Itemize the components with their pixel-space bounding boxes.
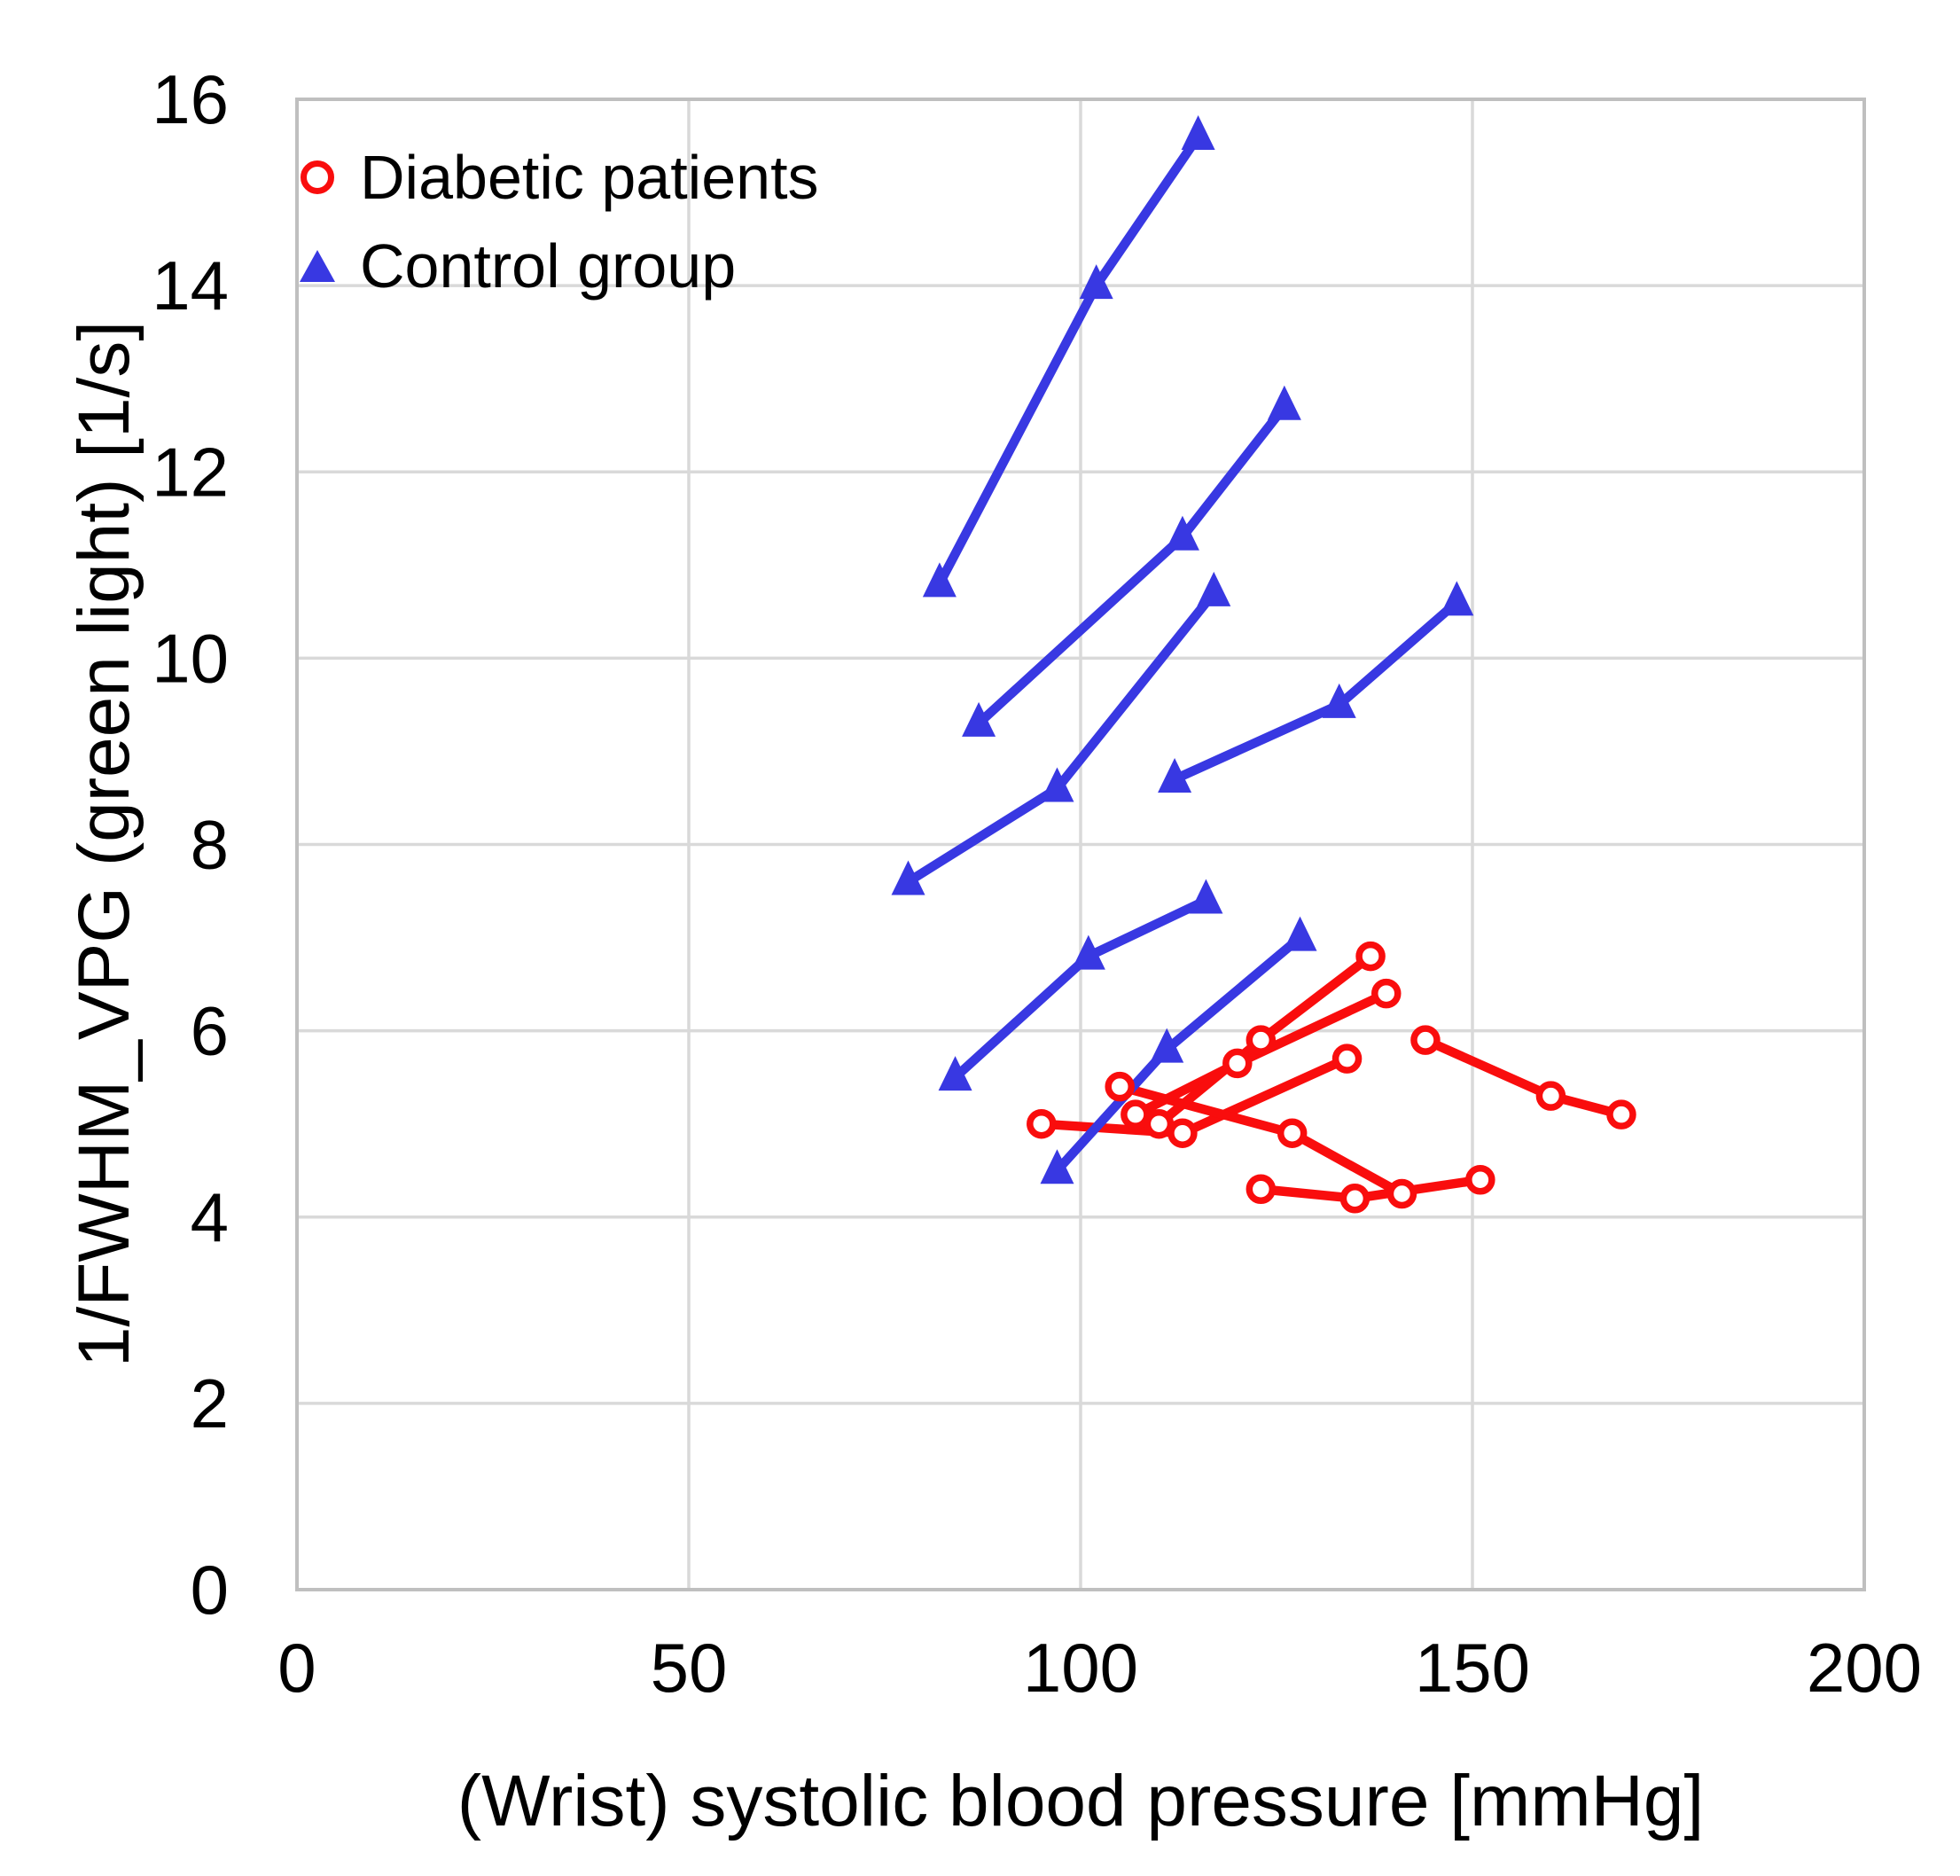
- series-line: [1256, 1175, 1486, 1204]
- open-circle-marker: [1331, 1044, 1363, 1074]
- y-tick-label: 10: [152, 619, 229, 697]
- series-line: [1169, 598, 1462, 785]
- filled-triangle-marker: [1322, 683, 1356, 718]
- open-circle-marker: [1386, 1178, 1417, 1209]
- legend-label-control: Control group: [360, 231, 737, 301]
- filled-triangle-marker: [1165, 515, 1199, 551]
- legend: Diabetic patients Control group: [294, 135, 819, 309]
- x-tick-label: 0: [277, 1629, 316, 1707]
- filled-triangle-marker: [1181, 115, 1215, 151]
- open-circle-marker: [1121, 1099, 1151, 1130]
- open-circle-marker: [1027, 1108, 1057, 1139]
- x-tick-label: 50: [651, 1629, 728, 1707]
- open-circle-marker: [1410, 1025, 1441, 1055]
- open-circle-marker: [1339, 1183, 1370, 1214]
- open-circle-marker: [1371, 978, 1402, 1009]
- series-line: [973, 402, 1290, 729]
- open-circle-marker: [1606, 1099, 1636, 1130]
- filled-triangle-marker: [1071, 934, 1105, 970]
- filled-triangle-marker: [1267, 385, 1301, 420]
- plot-border: [295, 98, 1866, 1591]
- filled-triangle-marker: [1040, 767, 1074, 802]
- x-tick-label: 200: [1807, 1629, 1922, 1707]
- y-axis-title: 1/FWHM_VPG (green light) [1/s]: [64, 320, 144, 1368]
- y-tick-label: 8: [191, 806, 229, 884]
- x-axis-title: (Wrist) systolic blood pressure [mmHg]: [457, 1761, 1705, 1841]
- filled-triangle-marker: [1150, 1028, 1184, 1063]
- y-tick-label: 14: [152, 246, 229, 324]
- filled-triangle-marker: [1197, 571, 1231, 606]
- filled-triangle-marker: [1079, 264, 1113, 300]
- y-tick-label: 16: [152, 60, 229, 138]
- legend-item-control: Control group: [294, 223, 819, 309]
- x-tick-label: 100: [1023, 1629, 1138, 1707]
- y-tick-label: 6: [191, 992, 229, 1070]
- filled-triangle-marker: [1158, 757, 1192, 793]
- y-tick-label: 0: [191, 1551, 229, 1629]
- filled-triangle-marker: [962, 701, 996, 737]
- open-circle-icon: [294, 160, 340, 194]
- open-circle-marker: [1222, 1048, 1253, 1079]
- filled-triangle-marker: [922, 562, 957, 598]
- legend-label-diabetic: Diabetic patients: [360, 143, 819, 212]
- y-tick-label: 4: [191, 1178, 229, 1256]
- filled-triangle-icon: [294, 250, 340, 282]
- open-circle-marker: [1277, 1118, 1308, 1148]
- open-circle-marker: [1465, 1164, 1495, 1195]
- series-line: [903, 588, 1219, 887]
- filled-triangle-marker: [1283, 916, 1317, 951]
- open-circle-marker: [1245, 1025, 1277, 1055]
- filled-triangle-marker: [1040, 1149, 1074, 1184]
- open-circle-marker: [1355, 941, 1386, 972]
- open-circle-marker: [1105, 1071, 1135, 1102]
- filled-triangle-marker: [1189, 879, 1223, 914]
- y-tick-label: 2: [191, 1364, 229, 1442]
- x-tick-label: 150: [1415, 1629, 1530, 1707]
- filled-triangle-marker: [938, 1056, 972, 1091]
- open-circle-marker: [1167, 1118, 1198, 1148]
- series-line: [1420, 1035, 1627, 1120]
- filled-triangle-marker: [1440, 581, 1474, 616]
- open-circle-marker: [1245, 1174, 1277, 1204]
- series-line: [934, 131, 1203, 589]
- open-circle-marker: [1144, 1108, 1175, 1139]
- open-circle-marker: [1535, 1081, 1566, 1111]
- legend-item-diabetic: Diabetic patients: [294, 135, 819, 220]
- filled-triangle-marker: [891, 860, 925, 895]
- y-tick-label: 12: [152, 433, 229, 511]
